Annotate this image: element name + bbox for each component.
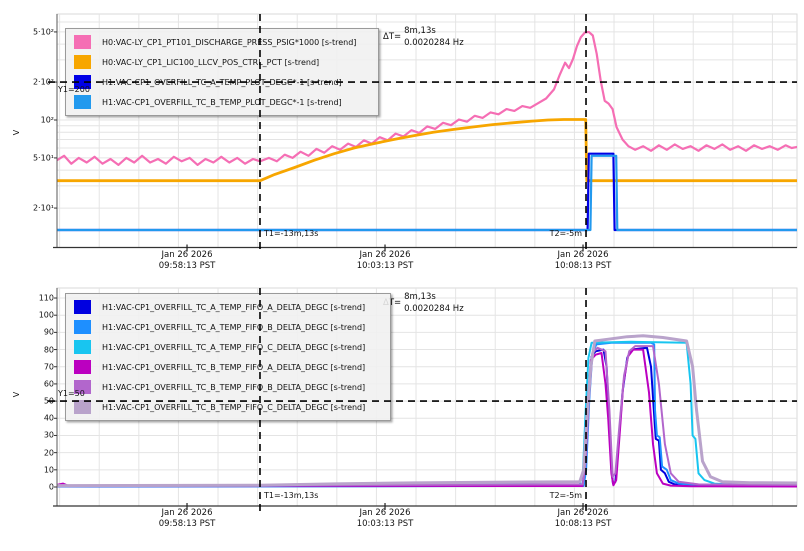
chart-0	[53, 13, 798, 252]
series-line-3	[57, 154, 797, 232]
legend-item-label: H1:VAC-CP1_OVERFILL_TC_A_TEMP_FIFO_A_DEL…	[102, 302, 366, 312]
legend-item[interactable]: H0:VAC-LY_CP1_LIC100_LLCV_POS_CTRL_PCT […	[74, 52, 370, 72]
series-line-1	[57, 118, 797, 183]
legend-item-label: H1:VAC-CP1_OVERFILL_TC_B_TEMP_FIFO_B_DEL…	[102, 382, 366, 392]
legend-item-label: H0:VAC-LY_CP1_PT101_DISCHARGE_PRESS_PSIG…	[102, 37, 357, 47]
legend-item[interactable]: H1:VAC-CP1_OVERFILL_TC_A_TEMP_FIFO_B_DEL…	[74, 317, 382, 337]
legend-swatch	[74, 75, 91, 89]
legend-swatch	[74, 320, 91, 334]
legend-item-label: H1:VAC-CP1_OVERFILL_TC_A_TEMP_FIFO_B_DEL…	[102, 322, 366, 332]
series-line-0	[57, 30, 797, 166]
legend-swatch	[74, 360, 91, 374]
legend: H1:VAC-CP1_OVERFILL_TC_A_TEMP_FIFO_A_DEL…	[65, 293, 391, 421]
legend-item-label: H1:VAC-CP1_OVERFILL_TC_A_TEMP_FIFO_C_DEL…	[102, 342, 366, 352]
legend-swatch	[74, 35, 91, 49]
legend-item[interactable]: H1:VAC-CP1_OVERFILL_TC_A_TEMP_FIFO_A_DEL…	[74, 297, 382, 317]
legend-item-label: H1:VAC-CP1_OVERFILL_TC_B_TEMP_FIFO_A_DEL…	[102, 362, 366, 372]
legend-item[interactable]: H1:VAC-CP1_OVERFILL_TC_B_TEMP_PLOT_DEGC*…	[74, 92, 370, 112]
legend-item[interactable]: H1:VAC-CP1_OVERFILL_TC_A_TEMP_FIFO_C_DEL…	[74, 337, 382, 357]
legend: H0:VAC-LY_CP1_PT101_DISCHARGE_PRESS_PSIG…	[65, 28, 379, 116]
legend-item[interactable]: H1:VAC-CP1_OVERFILL_TC_B_TEMP_FIFO_A_DEL…	[74, 357, 382, 377]
legend-item-label: H1:VAC-CP1_OVERFILL_TC_B_TEMP_FIFO_C_DEL…	[102, 402, 366, 412]
legend-swatch	[74, 380, 91, 394]
legend-item-label: H1:VAC-CP1_OVERFILL_TC_A_TEMP_PLOT_DEGC*…	[102, 77, 342, 87]
legend-item[interactable]: H1:VAC-CP1_OVERFILL_TC_A_TEMP_PLOT_DEGC*…	[74, 72, 370, 92]
legend-swatch	[74, 340, 91, 354]
legend-item-label: H0:VAC-LY_CP1_LIC100_LLCV_POS_CTRL_PCT […	[102, 57, 320, 67]
legend-item[interactable]: H1:VAC-CP1_OVERFILL_TC_B_TEMP_FIFO_C_DEL…	[74, 397, 382, 417]
legend-swatch	[74, 400, 91, 414]
legend-swatch	[74, 95, 91, 109]
legend-item-label: H1:VAC-CP1_OVERFILL_TC_B_TEMP_PLOT_DEGC*…	[102, 97, 342, 107]
legend-item[interactable]: H0:VAC-LY_CP1_PT101_DISCHARGE_PRESS_PSIG…	[74, 32, 370, 52]
legend-swatch	[74, 300, 91, 314]
legend-swatch	[74, 55, 91, 69]
series-line-5	[57, 334, 797, 488]
legend-item[interactable]: H1:VAC-CP1_OVERFILL_TC_B_TEMP_FIFO_B_DEL…	[74, 377, 382, 397]
